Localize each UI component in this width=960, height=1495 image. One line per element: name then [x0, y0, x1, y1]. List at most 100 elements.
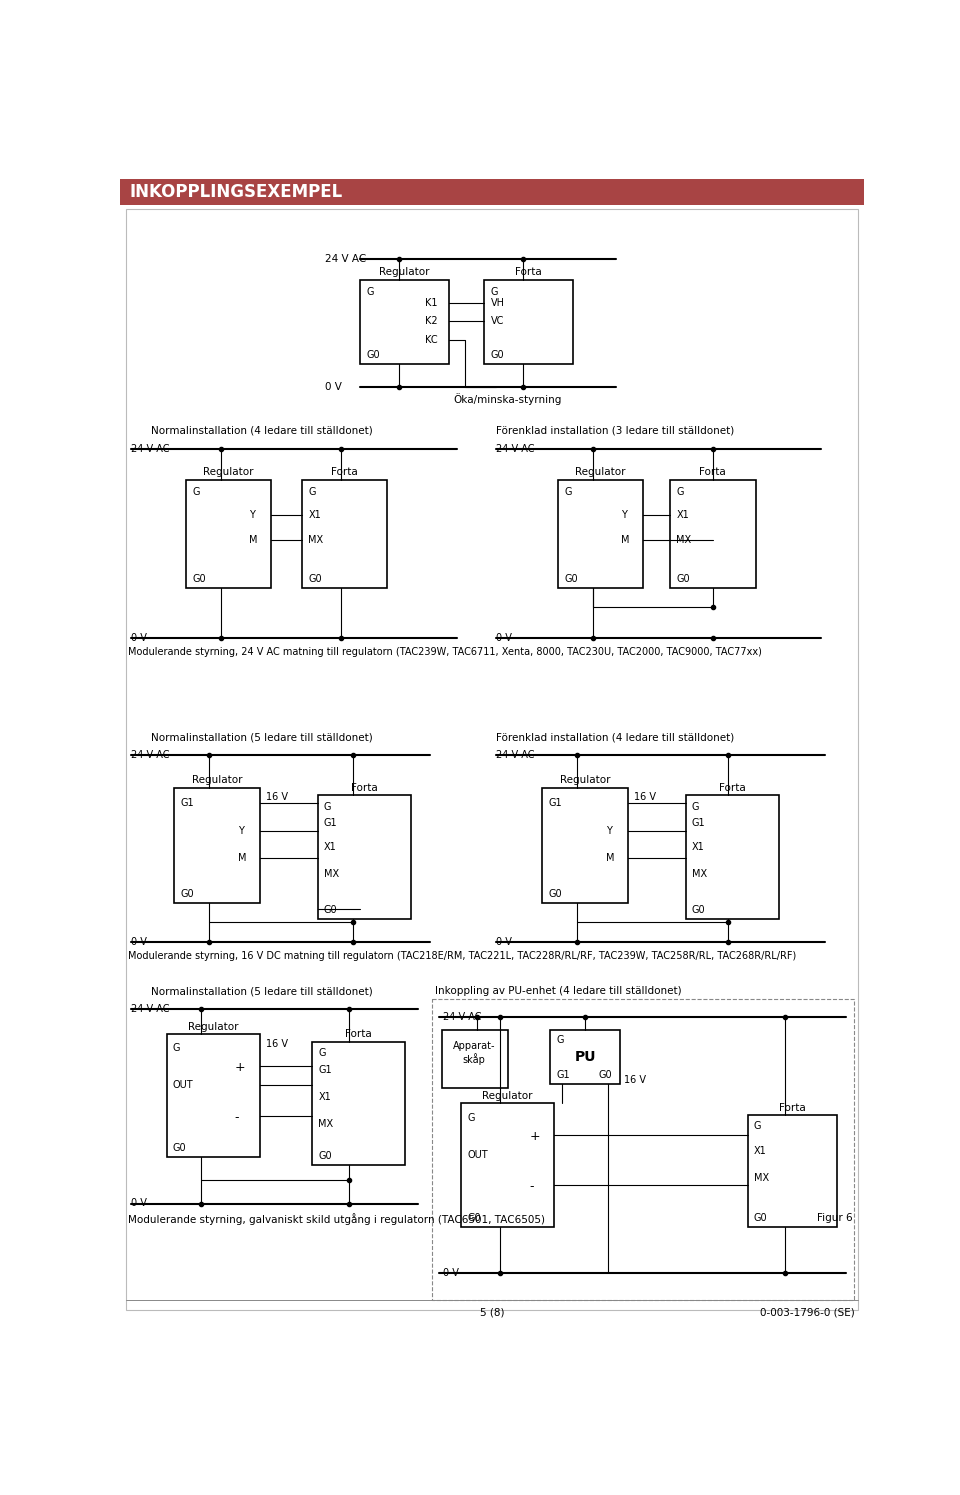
- Text: 0 V: 0 V: [131, 937, 147, 946]
- Text: K2: K2: [424, 317, 437, 326]
- Text: MX: MX: [692, 869, 708, 879]
- Text: G: G: [491, 287, 498, 298]
- Text: 24 V AC: 24 V AC: [496, 444, 535, 454]
- Text: 0 V: 0 V: [496, 632, 512, 643]
- Text: X1: X1: [319, 1091, 331, 1102]
- Text: Y: Y: [250, 510, 255, 520]
- Text: Regulator: Regulator: [192, 776, 242, 785]
- Text: G: G: [754, 1121, 761, 1132]
- Text: Regulator: Regulator: [204, 468, 253, 477]
- Bar: [120, 179, 864, 205]
- Text: G: G: [367, 287, 374, 298]
- Text: 0 V: 0 V: [325, 383, 343, 392]
- Text: Normalinstallation (4 ledare till ställdonet): Normalinstallation (4 ledare till ställd…: [151, 426, 372, 437]
- Text: G0: G0: [324, 904, 338, 915]
- Text: +: +: [529, 1130, 540, 1144]
- Text: G: G: [677, 487, 684, 498]
- Text: G: G: [173, 1044, 180, 1054]
- Bar: [186, 480, 271, 588]
- Text: X1: X1: [308, 510, 321, 520]
- Text: G: G: [324, 801, 331, 812]
- Text: G: G: [692, 801, 700, 812]
- Text: PU: PU: [574, 1049, 596, 1064]
- Bar: [542, 788, 628, 903]
- Bar: [558, 480, 643, 588]
- Text: MX: MX: [308, 535, 324, 546]
- Text: KC: KC: [424, 335, 437, 345]
- Text: 24 V AC: 24 V AC: [444, 1012, 482, 1023]
- Text: Forta: Forta: [719, 783, 746, 792]
- Text: X1: X1: [677, 510, 689, 520]
- Text: G: G: [468, 1112, 474, 1123]
- Text: Forta: Forta: [331, 468, 358, 477]
- Text: OUT: OUT: [468, 1150, 488, 1160]
- Text: INKOPPLINGSEXEMPEL: INKOPPLINGSEXEMPEL: [130, 182, 343, 200]
- Text: G0: G0: [491, 350, 504, 360]
- Bar: [685, 795, 779, 918]
- Text: Förenklad installation (4 ledare till ställdonet): Förenklad installation (4 ledare till st…: [496, 733, 734, 742]
- Text: G0: G0: [192, 574, 205, 583]
- Text: G1: G1: [557, 1070, 570, 1081]
- Text: 0-003-1796-0 (SE): 0-003-1796-0 (SE): [760, 1308, 854, 1317]
- Text: G: G: [557, 1035, 564, 1045]
- Text: G0: G0: [173, 1144, 186, 1154]
- Text: Regulator: Regulator: [560, 776, 611, 785]
- Text: G0: G0: [677, 574, 690, 583]
- Text: Figur 6: Figur 6: [817, 1212, 852, 1223]
- Text: 0 V: 0 V: [131, 1199, 147, 1208]
- Text: G0: G0: [468, 1212, 481, 1223]
- Bar: [302, 480, 388, 588]
- Text: skåp: skåp: [463, 1054, 486, 1066]
- Text: Regulator: Regulator: [188, 1021, 238, 1032]
- Text: Forta: Forta: [700, 468, 727, 477]
- Text: Modulerande styrning, galvaniskt skild utgång i regulatorn (TAC6501, TAC6505): Modulerande styrning, galvaniskt skild u…: [128, 1212, 544, 1224]
- Text: VC: VC: [491, 317, 504, 326]
- Text: MX: MX: [324, 869, 339, 879]
- Text: G: G: [319, 1048, 325, 1058]
- Text: M: M: [250, 535, 258, 546]
- Text: G1: G1: [548, 798, 563, 809]
- Text: M: M: [238, 854, 247, 863]
- Text: Forta: Forta: [516, 268, 541, 277]
- Text: Regulator: Regulator: [379, 268, 430, 277]
- Text: 0 V: 0 V: [131, 632, 147, 643]
- Text: Regulator: Regulator: [482, 1091, 533, 1102]
- Text: Regulator: Regulator: [575, 468, 626, 477]
- Text: K1: K1: [424, 298, 437, 308]
- Text: G: G: [192, 487, 200, 498]
- Text: G1: G1: [692, 818, 706, 828]
- Bar: [166, 1035, 259, 1157]
- Text: Normalinstallation (5 ledare till ställdonet): Normalinstallation (5 ledare till ställd…: [151, 987, 372, 996]
- Text: G0: G0: [754, 1212, 768, 1223]
- Text: 16 V: 16 V: [624, 1075, 646, 1085]
- Text: Inkoppling av PU-enhet (4 ledare till ställdonet): Inkoppling av PU-enhet (4 ledare till st…: [436, 987, 682, 996]
- Text: Y: Y: [606, 827, 612, 836]
- Text: 24 V AC: 24 V AC: [131, 444, 169, 454]
- Text: G0: G0: [319, 1151, 332, 1162]
- Bar: [748, 1115, 837, 1226]
- Text: M: M: [606, 854, 614, 863]
- Text: G: G: [308, 487, 316, 498]
- Text: 24 V AC: 24 V AC: [496, 750, 535, 761]
- Text: G1: G1: [324, 818, 338, 828]
- Bar: [312, 1042, 405, 1165]
- Text: Öka/minska-styrning: Öka/minska-styrning: [453, 393, 562, 405]
- Text: G0: G0: [598, 1070, 612, 1081]
- Text: Y: Y: [238, 827, 244, 836]
- Text: Förenklad installation (3 ledare till ställdonet): Förenklad installation (3 ledare till st…: [496, 426, 734, 437]
- Bar: [432, 1000, 854, 1299]
- Text: X1: X1: [324, 842, 337, 852]
- Bar: [461, 1103, 554, 1226]
- Text: 0 V: 0 V: [496, 937, 512, 946]
- Text: 16 V: 16 V: [266, 792, 288, 803]
- Text: +: +: [234, 1061, 246, 1073]
- Bar: [175, 788, 259, 903]
- Text: 16 V: 16 V: [266, 1039, 288, 1048]
- Text: 24 V AC: 24 V AC: [131, 1005, 169, 1015]
- Text: G0: G0: [692, 904, 706, 915]
- Text: Forta: Forta: [779, 1103, 805, 1112]
- Text: 16 V: 16 V: [634, 792, 656, 803]
- Bar: [484, 280, 573, 365]
- Text: Y: Y: [621, 510, 627, 520]
- Text: Modulerande styrning, 16 V DC matning till regulatorn (TAC218E/RM, TAC221L, TAC2: Modulerande styrning, 16 V DC matning ti…: [128, 951, 796, 961]
